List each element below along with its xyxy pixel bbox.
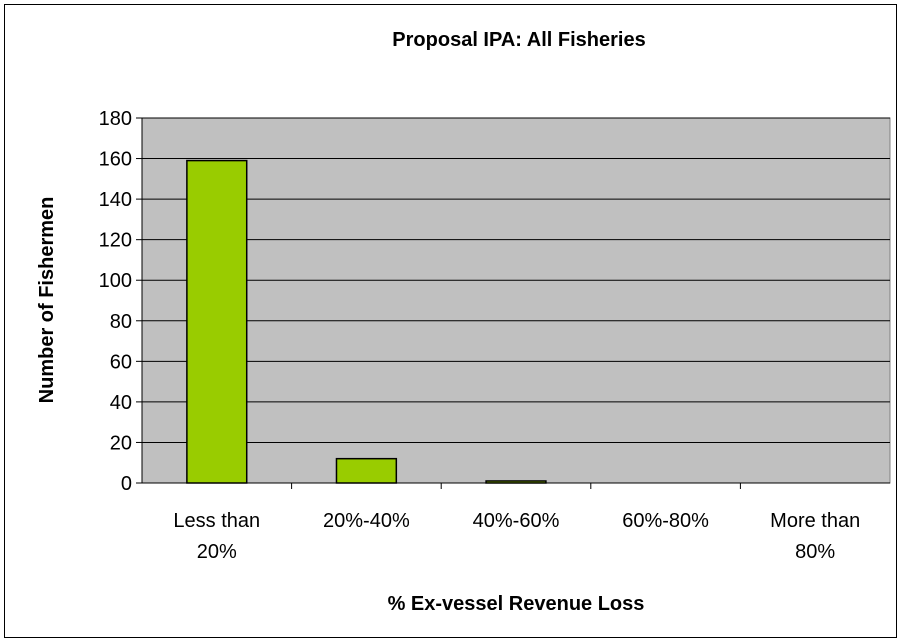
x-tick-label: More than <box>770 510 860 532</box>
plot-area <box>141 117 891 484</box>
y-tick-label: 120 <box>99 230 132 252</box>
x-tick-label: 20%-40% <box>323 510 410 532</box>
y-tick-label: 80 <box>110 311 132 333</box>
y-tick-label: 100 <box>99 270 132 292</box>
x-axis-title: % Ex-vessel Revenue Loss <box>388 593 645 615</box>
bar <box>335 457 398 484</box>
y-tick-label: 60 <box>110 351 132 373</box>
x-tick-label: 60%-80% <box>622 510 709 532</box>
x-tick-label: 20% <box>197 541 237 563</box>
y-tick-labels: 0 20 40 60 80 100 120 140 160 180 <box>99 108 132 495</box>
axes <box>136 117 890 489</box>
bar <box>186 159 248 484</box>
y-tick-label: 140 <box>99 189 132 211</box>
y-tick-label: 160 <box>99 149 132 171</box>
x-tick-label: 40%-60% <box>473 510 560 532</box>
y-tick-label: 0 <box>121 473 132 495</box>
x-tick-label: Less than <box>173 510 260 532</box>
x-tick-label: 80% <box>795 541 835 563</box>
y-tick-label: 40 <box>110 392 132 414</box>
y-axis-title: Number of Fishermen <box>36 197 58 404</box>
y-tick-label: 20 <box>110 432 132 454</box>
chart-title: Proposal IPA: All Fisheries <box>392 29 645 51</box>
x-tick-labels: Less than 20% 20%-40% 40%-60% 60%-80% More th… <box>173 510 860 563</box>
y-tick-label: 180 <box>99 108 132 130</box>
gridlines <box>142 117 890 443</box>
